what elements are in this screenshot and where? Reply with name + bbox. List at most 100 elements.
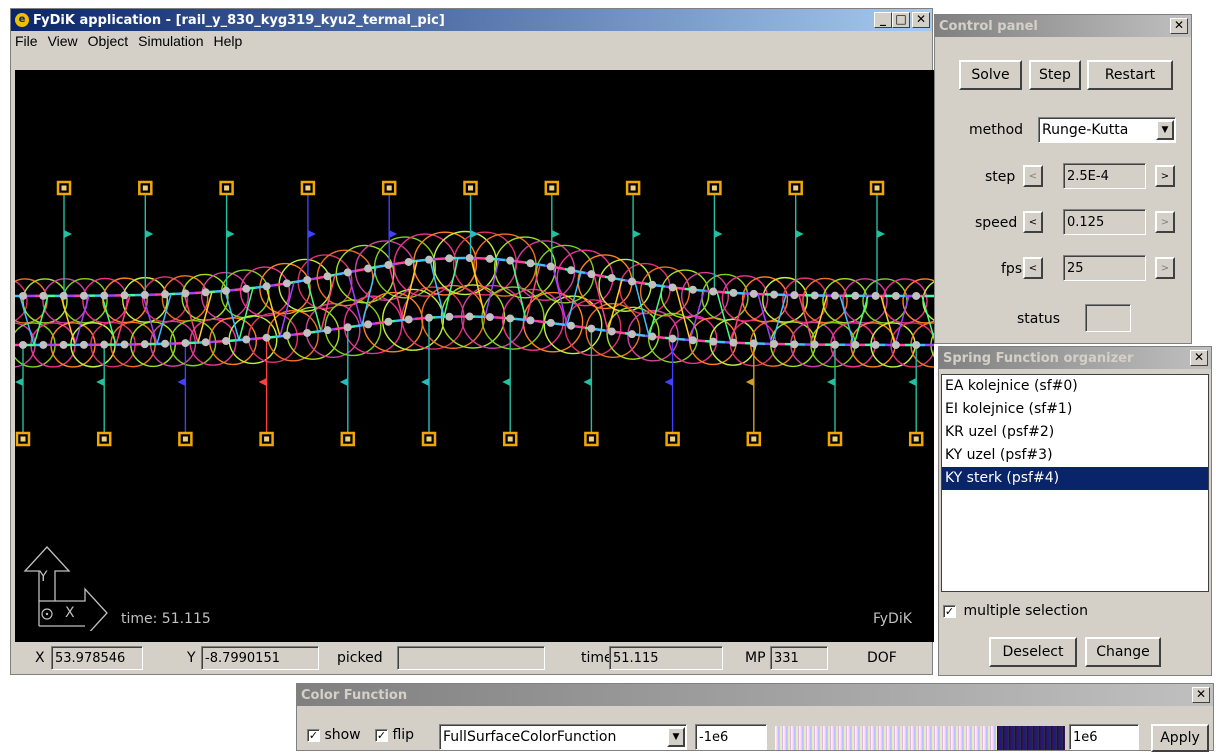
tie-line — [402, 260, 418, 321]
restart-button[interactable]: Restart — [1087, 60, 1173, 90]
spring-marker — [714, 230, 723, 238]
color-function-close-button[interactable]: ✕ — [1192, 687, 1210, 703]
solve-button[interactable]: Solve — [959, 60, 1022, 90]
rail-node — [526, 316, 535, 325]
rail-node — [161, 290, 170, 299]
color-function-select[interactable]: FullSurfaceColorFunction ▼ — [439, 724, 687, 750]
color-gradient-dark — [997, 726, 1065, 750]
deselect-button[interactable]: Deselect — [989, 637, 1077, 667]
color-function-title: Color Function — [301, 687, 408, 703]
element-circle — [782, 277, 828, 324]
list-item[interactable]: EI kolejnice (sf#1) — [945, 401, 1073, 417]
rail-node — [506, 314, 515, 323]
rail-segment — [514, 259, 526, 264]
chevron-down-icon[interactable]: ▼ — [667, 727, 685, 747]
picked-label: picked — [337, 650, 383, 666]
element-circle — [354, 240, 416, 301]
mp-field[interactable]: 331 — [770, 646, 828, 670]
tie-line — [880, 295, 896, 346]
spring-marker — [664, 378, 673, 386]
menu-help[interactable]: Help — [213, 33, 243, 49]
tie-line — [306, 279, 322, 332]
support-node-core — [101, 436, 107, 442]
element-circle — [432, 230, 498, 296]
list-item[interactable]: KY sterk (psf#4) — [942, 467, 1208, 490]
spring-function-list[interactable]: EA kolejnice (sf#0) EI kolejnice (sf#1) KR… — [941, 374, 1209, 592]
tie-line — [74, 295, 90, 346]
fps-decrease-button[interactable]: < — [1023, 257, 1043, 279]
tie-line — [60, 295, 76, 346]
rail-node — [831, 340, 839, 349]
minimize-button[interactable]: _ — [874, 12, 892, 28]
element-circle — [585, 303, 641, 359]
color-min-field[interactable]: -1e6 — [695, 724, 767, 750]
multiple-selection-checkbox[interactable]: ✓ multiple selection — [943, 603, 1088, 619]
tie-line — [921, 295, 934, 341]
control-panel-close-button[interactable]: ✕ — [1170, 18, 1188, 34]
rail-node — [912, 340, 921, 349]
speed-decrease-button[interactable]: < — [1023, 211, 1043, 233]
change-button[interactable]: Change — [1085, 637, 1161, 667]
fps-field[interactable]: 25 — [1063, 255, 1146, 281]
maximize-button[interactable]: □ — [892, 12, 910, 28]
rail-node — [871, 291, 880, 300]
step-decrease-button[interactable]: < — [1023, 165, 1043, 187]
method-select[interactable]: Runge-Kutta ▼ — [1038, 117, 1176, 143]
tie-line — [593, 274, 609, 332]
tie-line — [197, 291, 213, 343]
tie-line — [238, 287, 254, 341]
rail-node — [242, 284, 251, 293]
speed-increase-button[interactable]: > — [1155, 211, 1175, 233]
chevron-down-icon[interactable]: ▼ — [1156, 120, 1174, 140]
step-button[interactable]: Step — [1029, 60, 1081, 90]
tie-line — [552, 266, 568, 326]
step-increase-button[interactable]: > — [1155, 165, 1175, 187]
tie-line — [320, 274, 336, 332]
support-node-core — [793, 185, 799, 191]
rail-node — [668, 283, 677, 292]
rail-node — [688, 336, 697, 345]
rail-node — [323, 272, 332, 281]
rail-node — [607, 273, 616, 282]
list-item[interactable]: KR uzel (psf#2) — [945, 424, 1055, 440]
rail-node — [465, 254, 474, 263]
apply-button[interactable]: Apply — [1151, 724, 1209, 752]
flip-checkbox[interactable]: ✓ flip — [375, 727, 414, 743]
spring-marker — [502, 378, 511, 386]
color-max-field[interactable]: 1e6 — [1069, 724, 1139, 750]
menu-file[interactable]: File — [15, 33, 38, 49]
close-button[interactable]: ✕ — [912, 12, 930, 28]
support-node-core — [142, 185, 148, 191]
rail-segment — [334, 326, 346, 331]
status-label: status — [1017, 311, 1061, 327]
menu-object[interactable]: Object — [87, 33, 129, 49]
spring-marker — [389, 230, 398, 238]
list-item[interactable]: EA kolejnice (sf#0) — [945, 378, 1078, 394]
rail-node — [587, 324, 596, 333]
x-field[interactable]: 53.978546 — [51, 646, 143, 670]
picked-field[interactable] — [397, 646, 545, 670]
rail-node — [425, 313, 433, 322]
simulation-canvas[interactable]: Y X time: 51.115 FyDiK — [15, 70, 934, 642]
control-panel-title: Control panel — [939, 18, 1038, 34]
flip-label: flip — [392, 727, 415, 743]
fps-increase-button[interactable]: > — [1155, 257, 1175, 279]
show-checkbox[interactable]: ✓ show — [307, 727, 361, 743]
list-item[interactable]: KY uzel (psf#3) — [945, 447, 1053, 463]
rail-node — [709, 337, 718, 346]
time-field[interactable]: 51.115 — [609, 646, 723, 670]
step-field[interactable]: 2.5E-4 — [1063, 163, 1146, 189]
rail-node — [201, 338, 210, 347]
y-field[interactable]: -8.7990151 — [201, 646, 319, 670]
rail-node — [19, 291, 27, 300]
speed-field[interactable]: 0.125 — [1063, 209, 1146, 235]
rail-node — [364, 264, 373, 273]
rail-segment — [434, 257, 446, 261]
spring-organizer-close-button[interactable]: ✕ — [1190, 350, 1208, 366]
menu-view[interactable]: View — [47, 33, 78, 49]
tie-line — [730, 293, 746, 343]
tie-line — [470, 257, 486, 318]
menu-simulation[interactable]: Simulation — [138, 33, 204, 49]
rail-node — [140, 290, 149, 299]
checkmark-icon: ✓ — [307, 728, 320, 742]
